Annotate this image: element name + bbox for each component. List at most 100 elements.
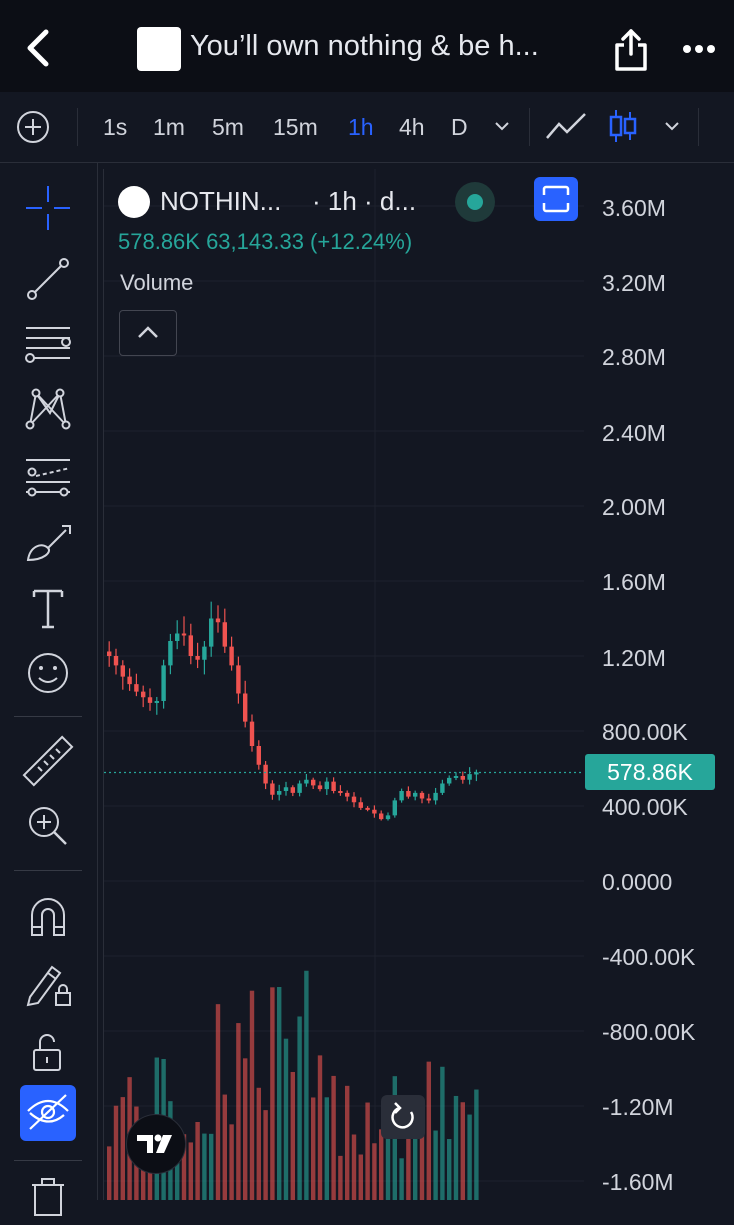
tab-1h[interactable]: 1h: [348, 114, 374, 140]
candle: [379, 813, 384, 820]
trend-line-icon[interactable]: [22, 253, 74, 305]
tab-5m[interactable]: 5m: [212, 114, 244, 140]
symbol-name[interactable]: NOTHIN...: [160, 186, 282, 216]
volume-bar: [351, 1134, 357, 1200]
pattern-icon[interactable]: [22, 383, 74, 435]
volume-bar: [317, 1055, 323, 1200]
scale-label: 0.0000: [602, 869, 673, 895]
tab-d[interactable]: D: [451, 114, 468, 140]
candle: [406, 791, 411, 797]
share-icon[interactable]: [612, 26, 650, 72]
top-bar: You’ll own nothing & be h...: [0, 0, 734, 92]
toolbar-divider: [14, 716, 82, 717]
candle: [120, 665, 125, 677]
text-icon[interactable]: [22, 583, 74, 635]
scale-label: -1.20M: [602, 1094, 674, 1120]
candle: [134, 684, 139, 692]
candles-icon[interactable]: [608, 108, 638, 144]
tab-1s[interactable]: 1s: [103, 114, 128, 140]
scale-label: 1.60M: [602, 569, 666, 595]
hide-drawings-button[interactable]: [20, 1085, 76, 1141]
candle: [311, 779, 316, 786]
token-avatar: [137, 27, 181, 71]
chevron-left-icon[interactable]: [18, 26, 58, 70]
price-scale[interactable]: 3.60M 3.20M 2.80M 2.40M 2.00M 1.60M 1.20…: [583, 169, 734, 1200]
line-chart-icon[interactable]: [545, 110, 587, 142]
tradingview-logo[interactable]: [126, 1114, 186, 1174]
scale-label: 400.00K: [602, 794, 688, 820]
candle: [161, 665, 166, 701]
candle: [440, 783, 445, 793]
volume-bar: [236, 1023, 241, 1200]
volume-bar: [215, 1004, 221, 1200]
reset-chart-button[interactable]: [381, 1095, 425, 1139]
candle: [243, 693, 248, 722]
toolbar-divider: [14, 870, 82, 871]
volume-bar: [406, 1116, 411, 1200]
trash-icon[interactable]: [22, 1173, 74, 1225]
volume-bar: [290, 1071, 295, 1200]
magnet-icon[interactable]: [22, 891, 74, 943]
volume-bar: [107, 1146, 112, 1200]
candle: [141, 691, 146, 698]
candle: [147, 697, 153, 703]
ruler-icon[interactable]: [22, 735, 74, 787]
candle: [447, 777, 452, 784]
candle: [256, 746, 261, 765]
fullscreen-button[interactable]: [534, 177, 578, 221]
forecast-icon[interactable]: [22, 450, 74, 502]
crosshair-icon[interactable]: [22, 182, 74, 234]
candle: [222, 622, 227, 647]
collapse-legend-button[interactable]: [119, 310, 177, 356]
scale-label: 2.40M: [602, 420, 666, 446]
current-price-tag: 578.86K: [585, 754, 715, 790]
chart-pane[interactable]: [103, 169, 584, 1200]
chevron-down-icon[interactable]: [663, 120, 681, 132]
eye-off-icon: [27, 1094, 69, 1130]
volume-bar: [311, 1097, 316, 1200]
volume-bar: [453, 1095, 459, 1200]
candle: [419, 792, 425, 799]
candle: [249, 721, 255, 746]
volume-legend[interactable]: Volume: [120, 270, 194, 295]
toolbar-divider: [14, 1160, 82, 1161]
more-icon[interactable]: [682, 44, 716, 54]
chevron-up-icon: [138, 326, 158, 338]
candle: [392, 800, 397, 816]
fib-retracement-icon[interactable]: [22, 318, 74, 370]
add-indicator-icon[interactable]: [16, 110, 50, 144]
candle: [297, 783, 302, 793]
candle: [453, 776, 459, 778]
volume-bar: [419, 1111, 425, 1200]
emoji-icon[interactable]: [22, 647, 74, 699]
zoom-in-icon[interactable]: [22, 800, 74, 852]
reset-icon: [391, 1102, 414, 1129]
tab-1m[interactable]: 1m: [153, 114, 185, 140]
volume-bar: [467, 1114, 472, 1200]
candle: [290, 787, 295, 793]
chevron-down-icon[interactable]: [493, 120, 511, 132]
drawing-toolbar: [0, 163, 98, 1216]
brush-icon[interactable]: [22, 518, 74, 570]
volume-bar: [447, 1139, 452, 1200]
candle: [229, 646, 234, 666]
candle: [324, 781, 329, 790]
candle: [433, 792, 438, 801]
volume-bar: [338, 1155, 343, 1200]
volume-bar: [399, 1158, 404, 1200]
scale-label: 3.60M: [602, 195, 666, 221]
scale-label: -800.00K: [602, 1019, 696, 1045]
candle: [399, 791, 404, 801]
candle: [351, 796, 357, 803]
volume-bar: [263, 1110, 268, 1200]
volume-bar: [358, 1154, 363, 1200]
volume-bar: [113, 1105, 119, 1200]
tab-15m[interactable]: 15m: [273, 114, 318, 140]
interval-label[interactable]: · 1h · d...: [312, 186, 417, 216]
market-status-icon[interactable]: [455, 182, 495, 222]
pencil-lock-icon[interactable]: [22, 959, 74, 1011]
tab-4h[interactable]: 4h: [399, 114, 425, 140]
candle: [263, 764, 268, 784]
volume-bar: [460, 1102, 465, 1200]
unlock-icon[interactable]: [22, 1026, 74, 1078]
